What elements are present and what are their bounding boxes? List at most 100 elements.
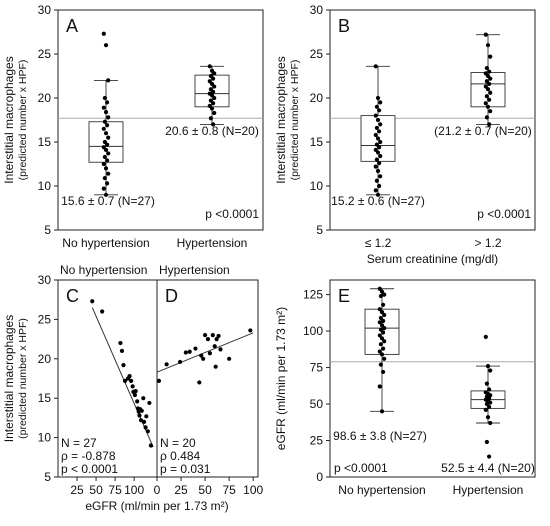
C-xtick-label-1: 50	[89, 483, 103, 497]
B-point-0-8	[374, 125, 379, 131]
E-point-0-10	[377, 320, 382, 325]
C-ytick-label-0: 5	[44, 470, 51, 484]
E-ytick-label-5: 125	[303, 288, 323, 302]
C-point-19	[139, 408, 144, 413]
D-point-1	[164, 362, 169, 367]
B-point-0-2	[378, 100, 383, 105]
C-point-3	[119, 348, 125, 354]
C-point-8	[129, 378, 134, 383]
A-point-0-12	[106, 135, 111, 140]
C-header: No hypertension	[60, 263, 147, 277]
D-xtick-label-1: 25	[174, 483, 188, 497]
C-point-7	[127, 374, 132, 379]
B-point-0-5	[373, 113, 378, 118]
B-point-0-12	[378, 139, 383, 145]
E-xtick-label-1: Hypertension	[453, 483, 524, 497]
E-point-0-5	[377, 307, 382, 312]
D-plot-frame	[156, 279, 259, 478]
A-point-1-7	[212, 84, 217, 89]
D-point-11	[207, 351, 213, 356]
A-point-0-0	[101, 31, 106, 36]
C-point-2	[118, 340, 123, 346]
E-group-label-0: 98.6 ± 3.8 (N=27)	[333, 429, 427, 443]
E-point-0-3	[378, 293, 383, 299]
B-point-0-3	[374, 104, 379, 109]
B-point-0-4	[377, 108, 382, 113]
B-xtick-label-1: > 1.2	[474, 236, 501, 250]
E-point-0-18	[378, 342, 383, 347]
A-point-1-12	[212, 95, 217, 101]
D-xtick-label-3: 75	[222, 483, 236, 497]
B-point-0-11	[375, 136, 381, 141]
D-point-18	[227, 356, 232, 361]
B-point-0-17	[378, 153, 383, 159]
B-point-0-21	[375, 168, 381, 174]
D-xtick-label-0: 0	[154, 483, 161, 497]
C-xtick-label-0: 25	[70, 483, 84, 497]
B-point-0-10	[373, 132, 378, 138]
A-point-1-2	[212, 71, 217, 76]
A-point-0-3	[102, 95, 107, 101]
E-point-1-14	[487, 404, 492, 410]
A-xtick-label-1: Hypertension	[177, 236, 248, 250]
A-point-0-8	[102, 119, 107, 124]
E-point-1-18	[484, 439, 489, 445]
B-point-0-23	[374, 178, 379, 183]
C-panel-letter: C	[66, 286, 79, 306]
C-point-23	[144, 414, 149, 419]
A-point-0-18	[102, 154, 107, 160]
A-point-0-26	[103, 192, 109, 197]
D-point-4	[187, 349, 192, 354]
E-point-0-15	[377, 333, 382, 338]
D-point-2	[177, 359, 183, 365]
C-stat-0: N = 27	[61, 436, 97, 450]
A-point-0-6	[103, 109, 109, 115]
D-point-5	[193, 346, 198, 351]
B-point-1-17	[488, 109, 493, 114]
B-ytick-label-1: 10	[310, 179, 324, 193]
E-point-0-21	[379, 352, 385, 357]
B-group-label-1: (21.2 ± 0.7 (N=20)	[434, 124, 532, 138]
C-point-21	[141, 419, 147, 424]
B-point-1-9	[487, 81, 492, 87]
C-point-12	[133, 389, 138, 394]
C-point-16	[137, 413, 142, 418]
A-pvalue: p <0.0001	[205, 207, 259, 221]
C-point-11	[132, 392, 138, 398]
E-ytick-label-4: 100	[303, 324, 323, 338]
E-ytick-label-0: 0	[316, 470, 323, 484]
D-point-9	[202, 333, 208, 338]
A-panel-letter: A	[66, 16, 78, 36]
B-point-1-3	[484, 65, 489, 71]
E-point-0-22	[382, 356, 387, 361]
A-group-label-1: 20.6 ± 0.8 (N=20)	[165, 124, 259, 138]
C-stat-1: ρ = -0.878	[61, 449, 116, 463]
D-point-17	[218, 347, 223, 352]
E-group-label-1: 52.5 ± 4.4 (N=20)	[441, 461, 535, 475]
A-point-1-9	[211, 89, 216, 94]
A-point-0-4	[105, 100, 110, 105]
D-point-19	[248, 328, 253, 333]
E-point-0-24	[381, 369, 386, 375]
B-point-1-15	[483, 101, 488, 106]
E-point-0-9	[381, 318, 386, 323]
E-point-1-4	[487, 387, 492, 392]
E-point-1-13	[484, 401, 489, 407]
A-point-0-5	[101, 105, 106, 110]
B-ytick-label-0: 5	[316, 223, 323, 237]
B-point-1-14	[487, 97, 492, 102]
E-ylabel: eGFR (ml/min per 1.73 m²)	[274, 307, 288, 450]
B-ylabel-sub: (predicted number x HPF)	[289, 60, 301, 181]
A-point-1-0	[207, 64, 212, 69]
A-point-1-4	[211, 76, 216, 81]
E-point-1-1	[485, 363, 491, 369]
D-point-10	[205, 337, 211, 342]
E-point-0-19	[381, 346, 386, 351]
B-point-1-1	[485, 43, 491, 48]
D-xtick-label-2: 50	[198, 483, 212, 497]
E-ytick-label-1: 25	[310, 434, 324, 448]
A-xtick-label-0: No hypertension	[62, 236, 149, 250]
E-point-1-17	[488, 420, 493, 426]
B-point-0-19	[377, 161, 382, 166]
